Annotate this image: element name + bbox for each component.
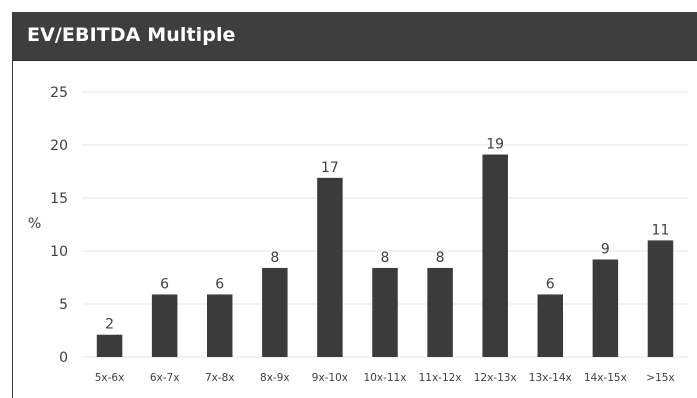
bar [647,240,674,357]
bar [151,294,178,357]
x-tick-label: 11x-12x [419,372,462,384]
y-tick-label: 20 [50,138,68,154]
data-label: 8 [381,250,390,266]
bar [96,334,123,357]
bars [96,154,674,357]
x-tick-label: 10x-11x [364,372,407,384]
y-tick-label: 0 [59,350,68,366]
bar [206,294,233,357]
x-tick-label: 12x-13x [474,372,517,384]
data-label: 2 [105,317,114,333]
data-label: 8 [270,250,279,266]
y-tick-label: 10 [50,244,68,260]
y-tick-label: 25 [50,85,68,101]
data-label: 6 [546,276,555,292]
x-tick-label: 14x-15x [584,372,627,384]
data-label: 8 [436,250,445,266]
data-label: 9 [601,241,610,257]
bar [592,259,619,357]
data-label: 6 [215,276,224,292]
data-label: 6 [160,276,169,292]
bar [537,294,564,357]
y-tick-label: 5 [59,297,68,313]
x-tick-label: >15x [646,372,674,384]
y-axis-title: % [28,216,41,232]
bar [427,267,453,357]
data-labels: 2 6 6 8 17 8 8 19 6 9 11 [105,137,669,333]
x-tick-label: 8x-9x [260,372,290,384]
x-tick-label: 13x-14x [529,372,572,384]
chart-panel: EV/EBITDA Multiple [12,12,697,398]
chart-header: EV/EBITDA Multiple [13,12,697,61]
x-tick-label: 5x-6x [95,372,125,384]
data-label: 19 [486,137,504,153]
x-axis: 5x-6x 6x-7x 7x-8x 8x-9x 9x-10x 10x-11x 11x-12x… [95,372,675,384]
y-axis: 0 5 10 15 20 25 [50,85,68,366]
bar [317,177,343,357]
data-label: 11 [652,222,670,238]
x-tick-label: 6x-7x [150,372,180,384]
bar [262,267,288,357]
x-tick-label: 9x-10x [312,372,348,384]
chart-title: EV/EBITDA Multiple [27,24,236,46]
y-tick-label: 15 [50,191,68,207]
bar [372,267,398,357]
bar [482,154,508,357]
data-label: 17 [321,160,339,176]
x-tick-label: 7x-8x [205,372,235,384]
